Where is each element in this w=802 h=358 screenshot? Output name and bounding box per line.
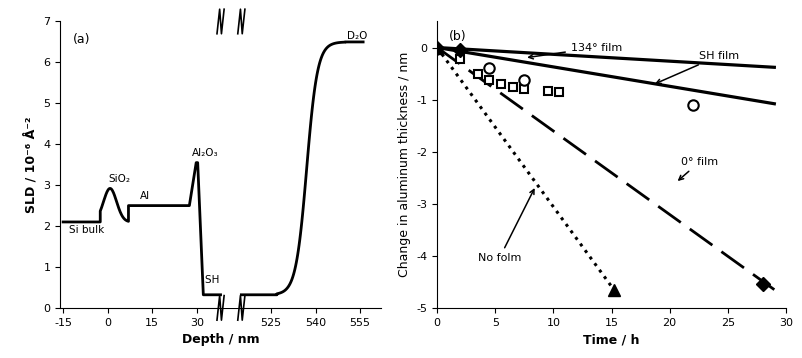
Text: Al: Al	[140, 192, 151, 202]
Text: 134° film: 134° film	[529, 43, 622, 59]
Text: SH film: SH film	[656, 51, 739, 83]
Text: Si bulk: Si bulk	[69, 226, 104, 236]
Text: Al₂O₃: Al₂O₃	[192, 149, 218, 159]
Text: (b): (b)	[449, 30, 467, 43]
Text: 0° film: 0° film	[678, 157, 719, 180]
X-axis label: Time / h: Time / h	[583, 333, 640, 346]
Bar	[220, 21, 242, 308]
X-axis label: Depth / nm: Depth / nm	[182, 333, 259, 346]
Text: D₂O: D₂O	[346, 31, 367, 41]
Text: SiO₂: SiO₂	[108, 174, 130, 184]
Y-axis label: SLD / 10⁻⁶ Å⁻²: SLD / 10⁻⁶ Å⁻²	[24, 116, 38, 213]
Y-axis label: Change in aluminum thickness / nm: Change in aluminum thickness / nm	[398, 52, 411, 277]
Text: SH film: SH film	[205, 275, 242, 285]
Text: (a): (a)	[73, 33, 91, 46]
Text: No folm: No folm	[478, 189, 534, 263]
